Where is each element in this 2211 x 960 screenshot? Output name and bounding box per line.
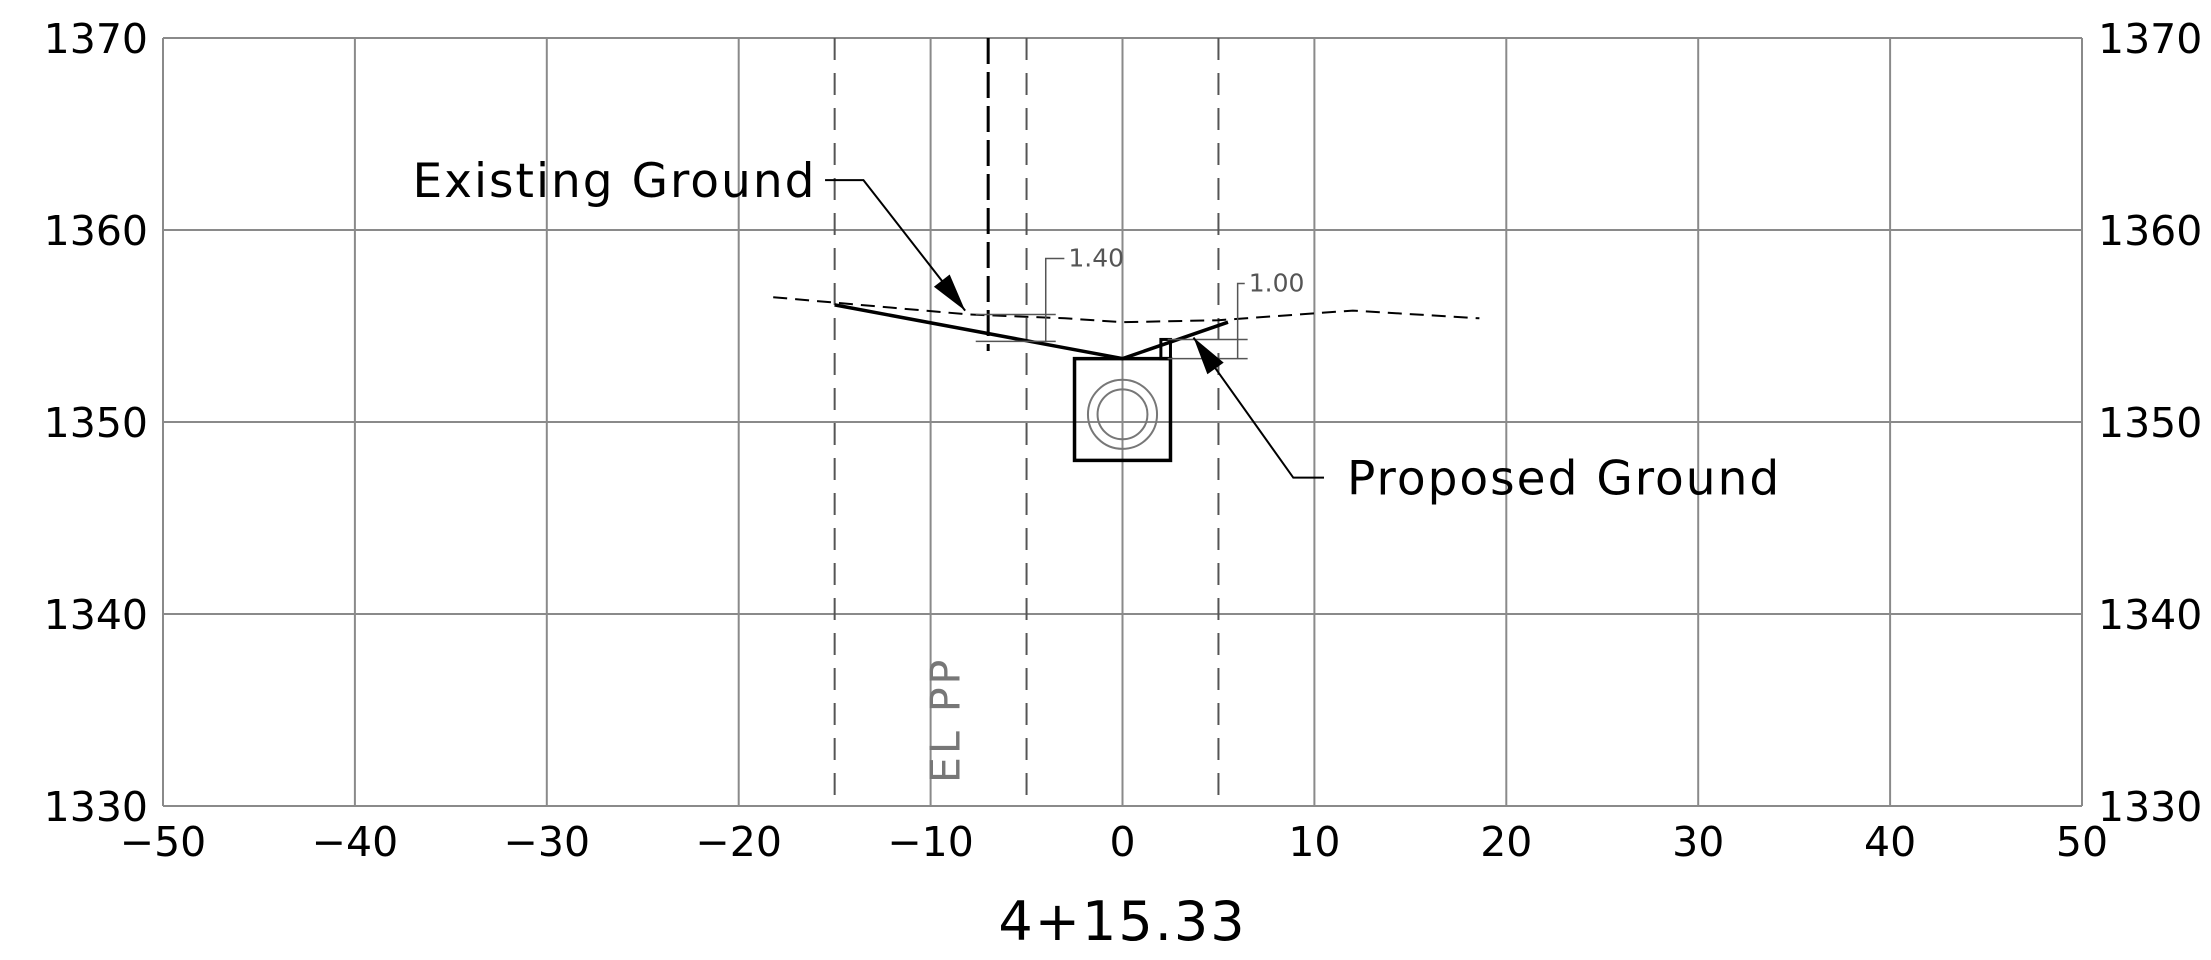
y-tick-label-left: 1340	[44, 591, 148, 639]
x-tick-label: −30	[504, 818, 591, 866]
dimension-leader	[1236, 282, 1245, 359]
y-tick-label-right: 1350	[2098, 399, 2202, 447]
dimensions: 1.40 1.00	[975, 243, 1305, 360]
proposed-ground-label: Proposed Ground	[1347, 452, 1781, 507]
y-tick-label-left: 1360	[44, 207, 148, 255]
y-tick-label-right: 1340	[2098, 591, 2202, 639]
existing-ground-label: Existing Ground	[412, 154, 816, 209]
dashed-guide-lines	[833, 38, 1220, 806]
dimension-label: 1.00	[1249, 268, 1305, 297]
x-tick-label: 30	[1672, 818, 1724, 866]
dimension-label: 1.40	[1068, 243, 1124, 272]
y-tick-label-right: 1360	[2098, 207, 2202, 255]
y-tick-label-left: 1370	[44, 15, 148, 63]
x-tick-label: −50	[120, 818, 207, 866]
annotation-leader	[825, 179, 966, 312]
x-tick-label: −40	[312, 818, 399, 866]
x-tick-label: 0	[1109, 818, 1135, 866]
grid	[162, 37, 2083, 807]
existing-ground-line	[773, 296, 1480, 324]
y-tick-label-left: 1350	[44, 399, 148, 447]
annotation-arrowhead	[933, 274, 966, 311]
y-tick-label-left: 1330	[44, 783, 148, 831]
y-tick-label-right: 1330	[2098, 783, 2202, 831]
station-label: 4+15.33	[998, 890, 1246, 953]
x-tick-label: 20	[1480, 818, 1532, 866]
x-tick-label: 40	[1864, 818, 1916, 866]
structure	[1072, 337, 1173, 463]
x-tick-label: 50	[2056, 818, 2108, 866]
el-pp-label: EL PP	[921, 657, 969, 783]
x-tick-label: −10	[887, 818, 974, 866]
x-tick-label: −20	[695, 818, 782, 866]
annotation-leader	[1192, 336, 1324, 479]
ground-lines	[773, 296, 1480, 361]
x-tick-label: 10	[1288, 818, 1340, 866]
dimension-leader	[1044, 257, 1065, 342]
annotations: Existing Ground Proposed Ground	[412, 154, 1781, 507]
y-tick-label-right: 1370	[2098, 15, 2202, 63]
pipe-inner-circle	[1096, 388, 1149, 441]
pipe-outer-circle	[1086, 378, 1159, 450]
structure-box	[1072, 356, 1173, 463]
annotation-arrowhead	[1193, 337, 1224, 375]
structure-inlet	[1159, 337, 1172, 361]
